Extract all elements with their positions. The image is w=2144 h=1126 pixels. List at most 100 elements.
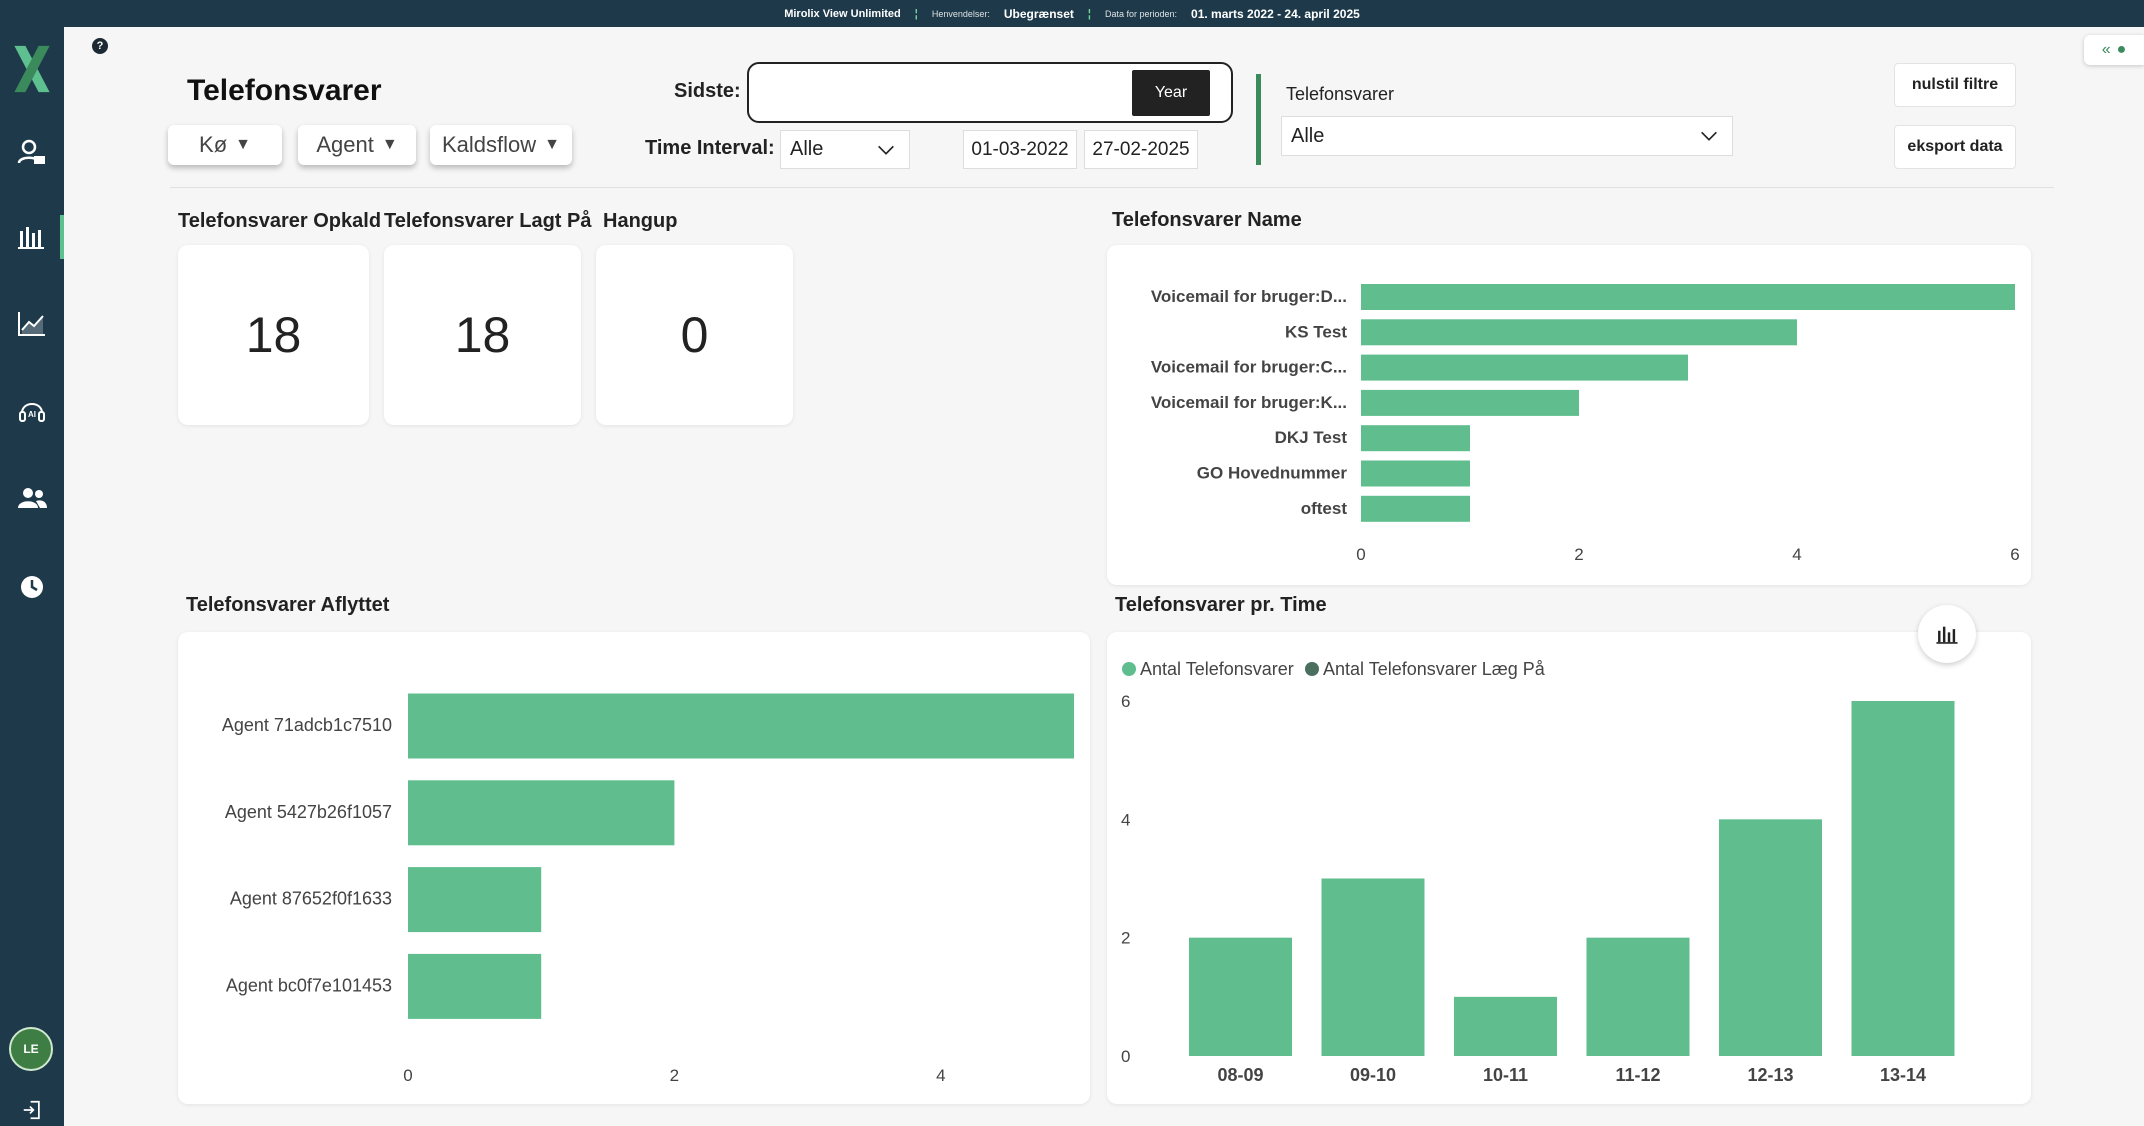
bar: [1361, 495, 1470, 522]
sidste-label: Sidste:: [674, 80, 741, 102]
select-value: Alle: [790, 138, 824, 160]
agent-icon[interactable]: [10, 131, 54, 175]
year-button[interactable]: Year: [1132, 70, 1210, 116]
bar: [1361, 284, 2015, 310]
chart-type-button[interactable]: [1918, 605, 1976, 663]
ai-headset-icon[interactable]: AI: [10, 389, 54, 433]
bar: [1189, 937, 1292, 1056]
x-tick-label: 6: [2010, 545, 2019, 564]
y-tick-label: 4: [1121, 810, 1130, 829]
chart-title: Telefonsvarer Aflyttet: [186, 594, 390, 616]
category-label: oftest: [1301, 499, 1348, 518]
kpi-title: Telefonsvarer Opkald: [178, 210, 382, 232]
filter-label: Kø: [199, 132, 228, 157]
y-tick-label: 0: [1121, 1047, 1130, 1066]
periode-value: 01. marts 2022 - 24. april 2025: [1191, 6, 1360, 21]
chevron-down-icon: [878, 145, 894, 155]
bar: [408, 867, 542, 933]
trend-chart-icon[interactable]: [10, 302, 54, 346]
reset-filters-button[interactable]: nulstil filtre: [1894, 63, 2016, 107]
bar: [1321, 878, 1425, 1056]
category-label: Agent bc0f7e101453: [226, 975, 392, 995]
bar: [1361, 354, 1688, 381]
page-title: Telefonsvarer: [187, 74, 382, 107]
date-to-input[interactable]: 27-02-2025: [1084, 130, 1198, 169]
bar: [1719, 819, 1822, 1056]
category-label: GO Hovednummer: [1197, 464, 1348, 483]
bar-chart-icon[interactable]: [10, 215, 54, 259]
x-tick-label: 10-11: [1483, 1065, 1528, 1085]
x-tick-label: 11-12: [1615, 1065, 1660, 1085]
separator: ¦: [914, 7, 918, 20]
bar: [1361, 319, 1797, 346]
filter-agent-button[interactable]: Agent ▼: [298, 125, 416, 165]
logo-icon[interactable]: [10, 39, 54, 99]
bar-chart-icon: [1936, 626, 1958, 644]
kpi-card-hangup: 0: [596, 245, 793, 425]
chart-panel-aflyttet: Agent 71adcb1c7510 Agent 5427b26f1057 Agen…: [178, 632, 1090, 1104]
bar: [408, 693, 1074, 759]
legend-marker: [1305, 662, 1319, 676]
bar: [1361, 389, 1579, 416]
bar: [1851, 701, 1955, 1056]
date-from-input[interactable]: 01-03-2022: [963, 130, 1077, 169]
periode-label: Data for perioden:: [1104, 8, 1178, 19]
kpi-card-lagt-paa: 18: [384, 245, 581, 425]
category-label: Agent 71adcb1c7510: [222, 715, 392, 735]
sidebar: AI LE: [0, 27, 64, 1126]
brand-text: Mirolix View Unlimited: [784, 7, 901, 20]
filter-label: Agent: [316, 132, 374, 157]
chart-aflyttet-svg: Agent 71adcb1c7510 Agent 5427b26f1057 Agen…: [222, 693, 1074, 1085]
chart-panel-name: Voicemail for bruger:D... KS Test Voicemai…: [1107, 245, 2031, 585]
x-tick-label: 4: [1792, 545, 1801, 564]
caret-down-icon: ▼: [235, 136, 251, 153]
separator: ¦: [1087, 7, 1091, 20]
telefonsvarer-filter-label: Telefonsvarer: [1286, 84, 1395, 104]
bar: [408, 953, 542, 1019]
active-indicator: [60, 215, 64, 259]
bar: [1361, 425, 1470, 452]
logout-icon[interactable]: [10, 1095, 54, 1125]
category-label: DKJ Test: [1275, 428, 1348, 447]
users-icon[interactable]: [10, 476, 54, 520]
kpi-card-opkald: 18: [178, 245, 369, 425]
avatar[interactable]: LE: [9, 1027, 53, 1071]
help-icon[interactable]: ?: [92, 38, 108, 54]
filter-kaldsflow-button[interactable]: Kaldsflow ▼: [430, 125, 572, 165]
caret-down-icon: ▼: [544, 136, 560, 153]
henvendelser-label: Henvendelser:: [931, 8, 990, 19]
x-tick-label: 0: [1356, 545, 1365, 564]
category-label: Agent 5427b26f1057: [225, 802, 392, 822]
bar: [1454, 996, 1557, 1056]
telefonsvarer-select[interactable]: Alle: [1281, 116, 1733, 156]
caret-down-icon: ▼: [381, 136, 398, 153]
time-interval-label: Time Interval:: [645, 137, 775, 159]
clock-icon[interactable]: [10, 565, 54, 609]
filter-ko-button[interactable]: Kø ▼: [168, 125, 282, 165]
export-data-button[interactable]: eksport data: [1894, 125, 2016, 169]
header-divider: [170, 187, 2054, 188]
bar: [1361, 460, 1470, 487]
legend-label: Antal Telefonsvarer: [1140, 659, 1294, 679]
collapse-panel-button[interactable]: « ●: [2084, 35, 2144, 65]
time-interval-select[interactable]: Alle: [780, 130, 910, 169]
legend-marker: [1122, 662, 1136, 676]
chart-pr-time-svg: Antal Telefonsvarer Antal Telefonsvarer L…: [1121, 659, 1955, 1085]
x-tick-label: 12-13: [1747, 1065, 1793, 1085]
chart-name-svg: Voicemail for bruger:D... KS Test Voicemai…: [1151, 284, 2020, 564]
x-tick-label: 13-14: [1880, 1065, 1926, 1085]
bar: [408, 780, 675, 846]
x-tick-label: 09-10: [1350, 1065, 1396, 1085]
chart-title: Telefonsvarer pr. Time: [1115, 594, 1327, 616]
top-info-bar: Mirolix View Unlimited ¦ Henvendelser: U…: [0, 0, 2144, 27]
henvendelser-value: Ubegrænset: [1003, 6, 1074, 21]
y-tick-label: 2: [1121, 929, 1130, 948]
category-label: Agent 87652f0f1633: [230, 889, 392, 909]
kpi-title: Telefonsvarer Lagt På: [384, 210, 592, 232]
x-tick-label: 2: [670, 1066, 679, 1085]
chart-panel-pr-time: Antal Telefonsvarer Antal Telefonsvarer L…: [1107, 632, 2031, 1104]
category-label: Voicemail for bruger:K...: [1151, 393, 1347, 412]
double-chevron-left-icon: «: [2101, 41, 2111, 58]
filter-label: Kaldsflow: [442, 132, 537, 157]
bar: [1586, 937, 1690, 1056]
